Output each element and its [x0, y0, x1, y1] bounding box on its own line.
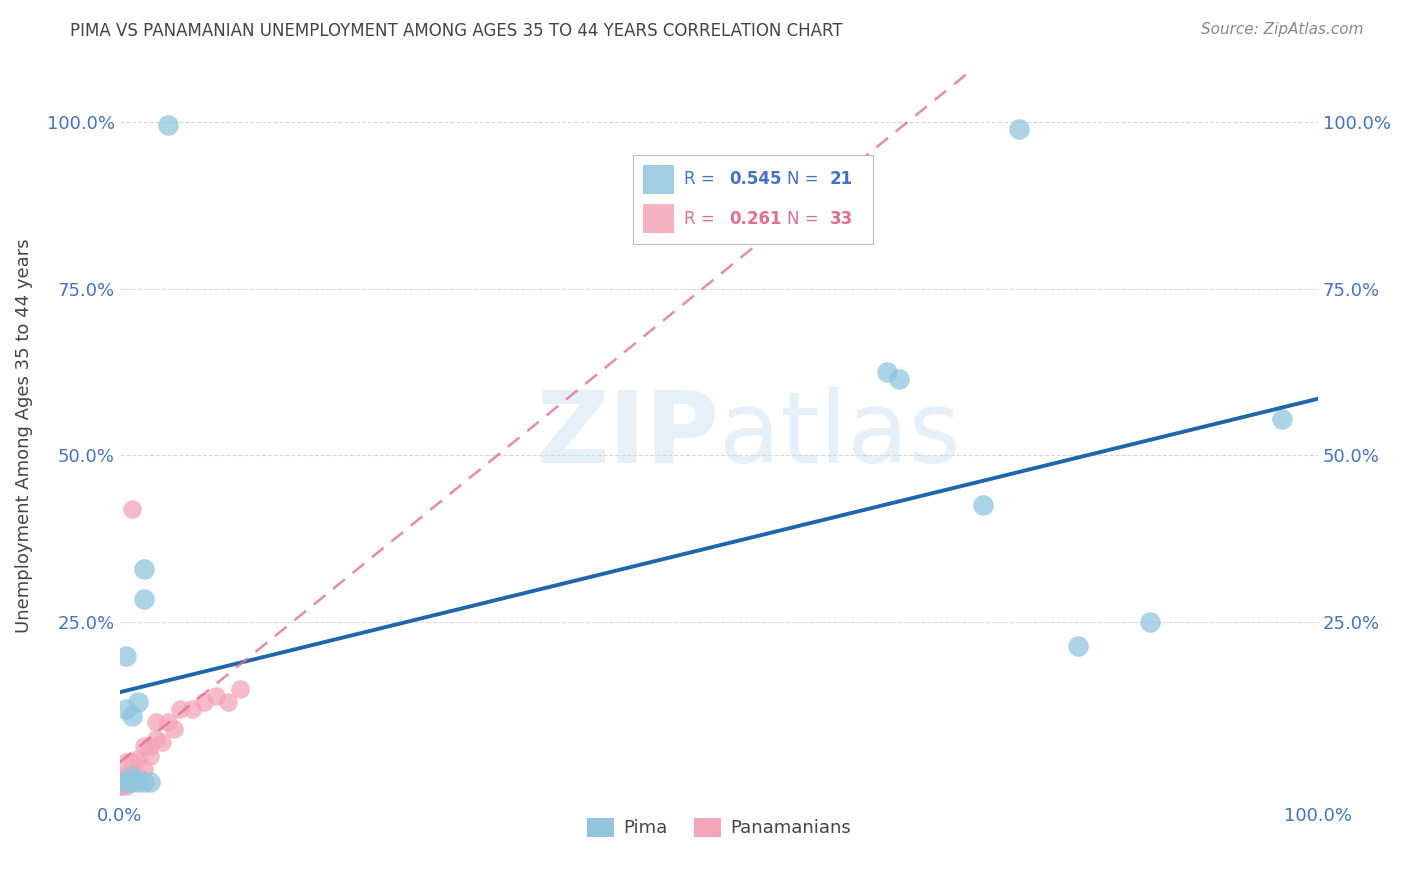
Point: [121, 768, 143, 782]
Point: [108, 775, 131, 789]
Point: [121, 708, 143, 723]
Point: [132, 562, 155, 576]
Point: [114, 775, 136, 789]
Point: [228, 681, 250, 696]
Point: [132, 775, 155, 789]
Text: 0.261: 0.261: [730, 210, 782, 227]
Point: [876, 365, 898, 379]
Point: [108, 775, 131, 789]
Point: [1007, 121, 1029, 136]
Point: [217, 695, 239, 709]
Point: [108, 775, 131, 789]
Point: [127, 752, 149, 766]
Point: [138, 739, 160, 753]
Point: [114, 775, 136, 789]
FancyBboxPatch shape: [643, 204, 673, 233]
Text: atlas: atlas: [718, 387, 960, 483]
Text: R =: R =: [683, 170, 714, 188]
Point: [138, 748, 160, 763]
Point: [114, 768, 136, 782]
Y-axis label: Unemployment Among Ages 35 to 44 years: Unemployment Among Ages 35 to 44 years: [15, 238, 32, 632]
Point: [156, 715, 179, 730]
Point: [108, 772, 131, 786]
Point: [127, 775, 149, 789]
Point: [1139, 615, 1161, 629]
Point: [114, 775, 136, 789]
Point: [145, 715, 167, 730]
Point: [204, 689, 226, 703]
Point: [121, 501, 143, 516]
Legend: Pima, Panamanians: Pima, Panamanians: [579, 811, 858, 845]
Point: [121, 775, 143, 789]
Text: 0.545: 0.545: [730, 170, 782, 188]
Point: [145, 731, 167, 746]
Point: [114, 648, 136, 663]
Point: [127, 695, 149, 709]
Point: [1067, 639, 1090, 653]
Point: [127, 768, 149, 782]
Point: [114, 756, 136, 770]
Text: N =: N =: [787, 210, 818, 227]
Text: 21: 21: [830, 170, 853, 188]
Text: 33: 33: [830, 210, 853, 227]
Text: R =: R =: [683, 210, 714, 227]
Point: [121, 756, 143, 770]
Point: [887, 372, 910, 386]
Point: [169, 702, 191, 716]
Point: [108, 779, 131, 793]
Point: [114, 775, 136, 789]
Point: [132, 591, 155, 606]
Text: N =: N =: [787, 170, 818, 188]
Point: [138, 775, 160, 789]
Text: ZIP: ZIP: [536, 387, 718, 483]
Text: PIMA VS PANAMANIAN UNEMPLOYMENT AMONG AGES 35 TO 44 YEARS CORRELATION CHART: PIMA VS PANAMANIAN UNEMPLOYMENT AMONG AG…: [70, 22, 844, 40]
Point: [121, 768, 143, 782]
Point: [972, 499, 994, 513]
Point: [108, 779, 131, 793]
Point: [114, 779, 136, 793]
Text: Source: ZipAtlas.com: Source: ZipAtlas.com: [1201, 22, 1364, 37]
Point: [193, 695, 215, 709]
Point: [150, 735, 173, 749]
Point: [156, 118, 179, 132]
Point: [180, 702, 202, 716]
Point: [163, 722, 186, 736]
FancyBboxPatch shape: [643, 165, 673, 194]
Point: [108, 768, 131, 782]
Point: [1271, 411, 1294, 425]
Point: [132, 762, 155, 776]
Point: [121, 775, 143, 789]
Point: [132, 739, 155, 753]
Point: [114, 702, 136, 716]
